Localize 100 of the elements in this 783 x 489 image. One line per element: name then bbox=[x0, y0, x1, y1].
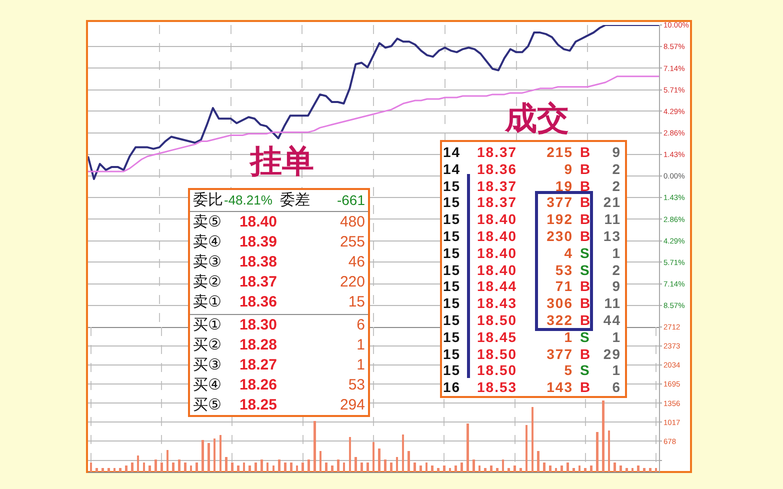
category-label: 卖⑤ bbox=[193, 212, 222, 232]
annotation: 委差 bbox=[280, 190, 310, 210]
data-label: 18.50 bbox=[477, 346, 518, 362]
data-label: 306 bbox=[546, 295, 573, 312]
data-label: 18.40 bbox=[477, 262, 518, 278]
category-label: 15 bbox=[443, 244, 461, 261]
data-label: 18.39 bbox=[239, 234, 277, 250]
data-label: 5 bbox=[564, 362, 573, 378]
data-label: B bbox=[580, 160, 592, 177]
data-label: 18.53 bbox=[477, 379, 518, 396]
data-label: 1 bbox=[564, 328, 573, 345]
data-label: 18.40 bbox=[239, 214, 277, 230]
data-label: B bbox=[580, 295, 592, 312]
data-label: 44 bbox=[603, 312, 621, 328]
data-label: B bbox=[580, 194, 592, 210]
data-label: 1 bbox=[612, 362, 621, 378]
data-label: 18.40 bbox=[477, 211, 518, 228]
data-label: 18.26 bbox=[239, 376, 277, 394]
category-label: 卖② bbox=[193, 272, 222, 292]
category-label: 买② bbox=[193, 336, 222, 354]
data-label: 215 bbox=[546, 144, 573, 160]
category-label: 买④ bbox=[193, 376, 222, 394]
line-series bbox=[88, 25, 659, 180]
data-label: 294 bbox=[340, 396, 365, 414]
data-label: 1 bbox=[612, 328, 621, 345]
data-label: 377 bbox=[546, 194, 573, 210]
data-label: 143 bbox=[546, 379, 573, 396]
data-label: 18.37 bbox=[477, 144, 518, 160]
data-label: 11 bbox=[604, 295, 621, 312]
data-label: 230 bbox=[546, 228, 573, 244]
data-label: 11 bbox=[604, 211, 621, 228]
data-label: 1 bbox=[356, 336, 365, 354]
data-label: 255 bbox=[340, 234, 365, 250]
data-label: 18.27 bbox=[239, 356, 277, 374]
data-label: 480 bbox=[340, 214, 365, 230]
data-label: 18.50 bbox=[477, 312, 518, 328]
data-label: 18.38 bbox=[239, 254, 277, 270]
text: 成交 bbox=[505, 100, 569, 136]
annotation: 委比 bbox=[193, 190, 223, 210]
data-label: 18.50 bbox=[477, 362, 518, 378]
data-label: 18.40 bbox=[477, 244, 518, 261]
category-label: 15 bbox=[443, 278, 461, 294]
data-label: 29 bbox=[603, 346, 621, 362]
category-label: 买⑤ bbox=[193, 396, 222, 414]
category-label: 卖① bbox=[193, 292, 222, 312]
data-label: 19 bbox=[555, 178, 573, 194]
data-label: S bbox=[580, 244, 590, 261]
data-label: 322 bbox=[546, 312, 573, 328]
data-label: 9 bbox=[612, 278, 621, 294]
data-label: 2 bbox=[612, 178, 621, 194]
category-label: 15 bbox=[443, 211, 461, 228]
annotation: -661 bbox=[336, 192, 365, 208]
data-label: 2 bbox=[612, 262, 621, 278]
data-label: 2 bbox=[612, 160, 621, 177]
data-label: 6 bbox=[612, 379, 621, 396]
category-label: 卖④ bbox=[193, 232, 222, 252]
data-label: 18.25 bbox=[239, 396, 277, 414]
category-label: 14 bbox=[443, 144, 461, 160]
category-label: 15 bbox=[443, 362, 461, 378]
data-label: 13 bbox=[603, 228, 621, 244]
text: 挂单 bbox=[250, 143, 314, 179]
data-label: S bbox=[580, 362, 590, 378]
data-label: 9 bbox=[612, 144, 621, 160]
data-label: 46 bbox=[348, 254, 365, 270]
data-label: 4 bbox=[564, 244, 573, 261]
data-label: B bbox=[580, 178, 592, 194]
data-label: 377 bbox=[546, 346, 573, 362]
data-label: B bbox=[580, 278, 592, 294]
category-label: 15 bbox=[443, 228, 461, 244]
data-label: 53 bbox=[348, 376, 365, 394]
data-label: 18.36 bbox=[239, 294, 277, 310]
data-label: S bbox=[580, 262, 590, 278]
data-label: 21 bbox=[603, 194, 621, 210]
category-label: 15 bbox=[443, 295, 461, 312]
data-label: 71 bbox=[555, 278, 573, 294]
data-label: B bbox=[580, 211, 592, 228]
category-label: 14 bbox=[443, 160, 461, 177]
data-label: B bbox=[580, 379, 592, 396]
data-label: 18.37 bbox=[239, 274, 277, 290]
data-label: 192 bbox=[546, 211, 573, 228]
data-label: 220 bbox=[340, 274, 365, 290]
category-label: 15 bbox=[443, 178, 461, 194]
annotation: -48.21% bbox=[224, 192, 272, 208]
data-label: B bbox=[580, 144, 592, 160]
data-label: 18.30 bbox=[239, 316, 277, 334]
category-label: 15 bbox=[443, 194, 461, 210]
data-label: 18.45 bbox=[477, 328, 518, 345]
data-label: 53 bbox=[555, 262, 573, 278]
data-label: 1 bbox=[356, 356, 365, 374]
data-label: 18.44 bbox=[477, 278, 518, 294]
data-label: 18.28 bbox=[239, 336, 277, 354]
data-label: 18.37 bbox=[477, 178, 518, 194]
data-label: 15 bbox=[348, 294, 365, 310]
category-label: 买① bbox=[193, 316, 222, 334]
data-label: 18.40 bbox=[477, 228, 518, 244]
category-label: 买③ bbox=[193, 356, 222, 374]
data-label: B bbox=[580, 312, 592, 328]
category-label: 16 bbox=[443, 379, 461, 396]
category-label: 15 bbox=[443, 312, 461, 328]
data-label: 1 bbox=[612, 244, 621, 261]
